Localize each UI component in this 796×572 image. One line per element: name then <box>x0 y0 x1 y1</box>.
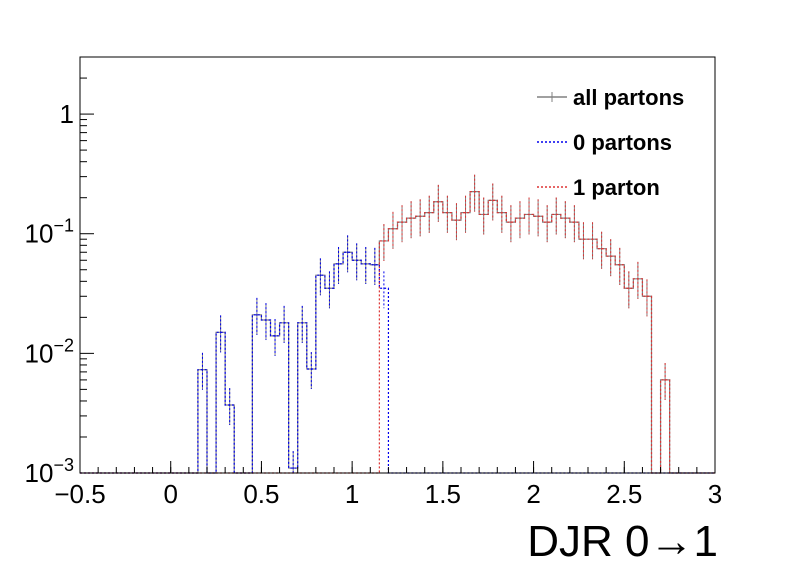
legend-label: 1 parton <box>573 175 660 200</box>
series-layer <box>80 174 715 474</box>
x-tick-label: 0.5 <box>243 479 279 509</box>
x-tick-label: 2 <box>526 479 540 509</box>
series-1-parton <box>80 174 715 474</box>
axis-layer: −0.5 0 0.5 1 1.5 2 2.5 3 10−3 10−2 10−1 1 <box>25 56 722 509</box>
x-tick-label: 0 <box>163 479 177 509</box>
legend-item: 0 partons <box>537 130 672 155</box>
x-tick-label: 1.5 <box>425 479 461 509</box>
legend-label: 0 partons <box>573 130 672 155</box>
legend: all partons 0 partons 1 parton <box>537 85 684 200</box>
y-tick-label: 10−2 <box>25 335 74 368</box>
series-all-partons <box>80 174 715 474</box>
legend-item: all partons <box>537 85 684 110</box>
x-tick-label: 3 <box>708 479 722 509</box>
legend-item: 1 parton <box>537 175 660 200</box>
series-line <box>80 190 715 474</box>
x-tick-label: 2.5 <box>606 479 642 509</box>
series-line <box>80 190 715 474</box>
y-tick-label: 10−1 <box>25 216 74 249</box>
y-tick-label: 10−3 <box>25 455 74 488</box>
series-line <box>80 251 715 474</box>
y-tick-label: 1 <box>60 99 74 129</box>
legend-label: all partons <box>573 85 684 110</box>
x-axis-title: DJR 0→1 <box>527 517 718 566</box>
plot-frame <box>79 56 716 474</box>
x-tick-label: 1 <box>345 479 359 509</box>
x-tick-label: −0.5 <box>54 479 105 509</box>
